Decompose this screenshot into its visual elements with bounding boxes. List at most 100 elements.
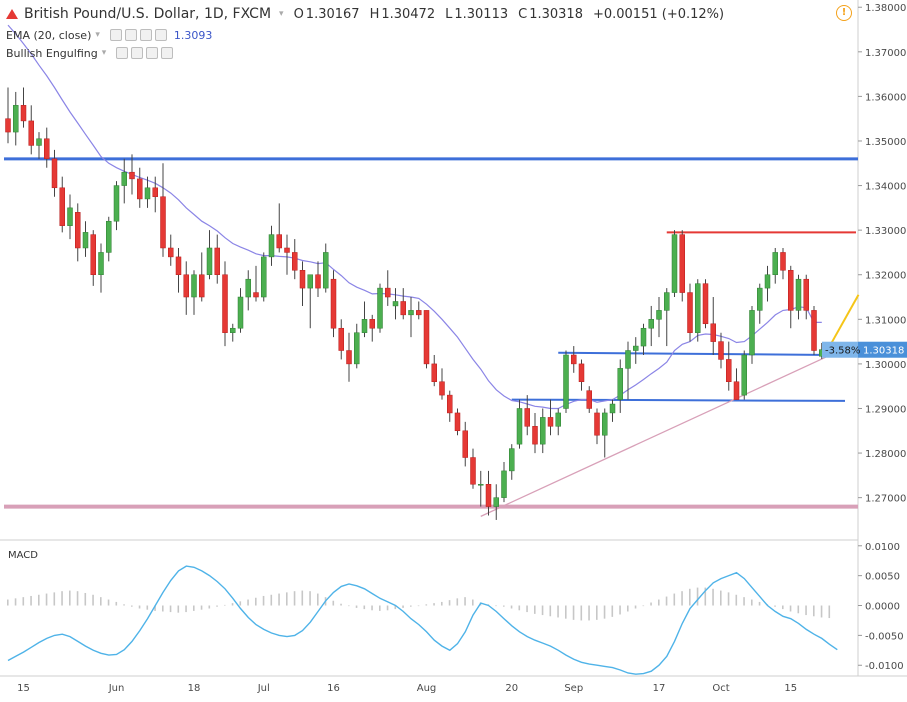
- macd-histogram-bar: [200, 605, 203, 610]
- macd-histogram-bar: [503, 605, 505, 607]
- ema-label[interactable]: EMA (20, close): [6, 28, 92, 42]
- macd-histogram-bar: [456, 598, 459, 606]
- macd-histogram-bar: [138, 605, 141, 609]
- down-arrow-icon: [6, 9, 18, 19]
- candle-down: [346, 350, 352, 365]
- macd-histogram-bar: [270, 594, 273, 606]
- macd-histogram-bar: [45, 593, 48, 606]
- y-tick-label: 1.31000: [865, 315, 906, 326]
- settings-icon[interactable]: [131, 47, 144, 59]
- macd-histogram-bar: [433, 603, 435, 606]
- macd-histogram-bar: [332, 600, 335, 606]
- candle-down: [439, 381, 445, 396]
- macd-histogram-bar: [797, 605, 800, 614]
- candle-down: [447, 394, 453, 414]
- candle-up: [98, 252, 104, 275]
- candle-down: [431, 363, 437, 382]
- warning-icon[interactable]: !: [836, 5, 852, 21]
- macd-histogram-bar: [611, 605, 614, 617]
- macd-histogram-bar: [425, 604, 428, 606]
- legend-ema-row: EMA (20, close) ▾ 1.3093: [6, 26, 212, 44]
- candle-down: [20, 105, 27, 122]
- x-tick-label: 15: [17, 683, 30, 694]
- macd-histogram-bar: [386, 605, 389, 611]
- candle-up: [261, 256, 267, 298]
- macd-histogram-group: [7, 587, 831, 621]
- candle-up: [602, 412, 608, 436]
- y-tick-label: 1.34000: [865, 182, 906, 193]
- macd-histogram-bar: [355, 605, 358, 608]
- candle-up: [361, 319, 368, 333]
- macd-histogram-bar: [38, 594, 40, 606]
- candle-up: [540, 417, 546, 445]
- chevron-down-icon[interactable]: ▾: [279, 9, 284, 19]
- settings-icon[interactable]: [124, 29, 137, 41]
- candle-down: [454, 412, 461, 432]
- macd-histogram-bar: [146, 605, 149, 610]
- candle-down: [137, 178, 143, 200]
- candle-up: [625, 350, 631, 369]
- candle-up: [268, 234, 275, 258]
- chevron-down-icon[interactable]: ▾: [95, 30, 100, 40]
- candle-up: [67, 207, 73, 226]
- macd-histogram-bar: [115, 601, 118, 606]
- candle-down: [75, 212, 81, 249]
- candle-down: [129, 171, 135, 180]
- candle-down: [702, 283, 709, 325]
- y-tick-label: 1.38000: [865, 3, 906, 14]
- candle-down: [788, 270, 794, 311]
- candle-down: [59, 187, 65, 226]
- macd-histogram-bar: [379, 605, 381, 611]
- chevron-down-icon[interactable]: ▾: [101, 48, 107, 58]
- macd-histogram-bar: [162, 605, 164, 612]
- more-icon[interactable]: [161, 47, 174, 59]
- symbol-title[interactable]: British Pound/U.S. Dollar, 1D, FXCM: [24, 6, 272, 22]
- support-line-mid: [558, 351, 834, 356]
- close-icon[interactable]: [146, 47, 159, 59]
- candle-up: [555, 412, 561, 427]
- macd-histogram-bar: [92, 594, 94, 606]
- macd-histogram-bar: [510, 605, 513, 609]
- macd-histogram-bar: [278, 593, 280, 606]
- candle-down: [718, 341, 724, 360]
- macd-histogram-bar: [557, 605, 559, 618]
- candle-up: [354, 332, 360, 365]
- macd-histogram-bar: [61, 591, 63, 606]
- more-icon[interactable]: [154, 29, 167, 41]
- candle-down: [168, 247, 174, 258]
- macd-histogram-bar: [301, 590, 304, 606]
- candle-up: [609, 403, 616, 414]
- support-line-low: [511, 398, 846, 402]
- macd-histogram-bar: [565, 605, 567, 619]
- percent-tag: [822, 341, 858, 358]
- macd-histogram-bar: [464, 597, 466, 606]
- candle-down: [28, 120, 34, 146]
- macd-histogram-bar: [696, 587, 699, 606]
- macd-histogram-bar: [658, 599, 660, 606]
- candle-up: [772, 252, 778, 275]
- macd-histogram-bar: [371, 605, 373, 611]
- macd-histogram-bar: [603, 605, 606, 619]
- candle-down: [462, 430, 468, 458]
- macd-histogram-bar: [712, 588, 714, 606]
- candle-down: [315, 274, 321, 289]
- macd-histogram-bar: [169, 605, 172, 613]
- x-tick-label: 18: [188, 683, 201, 694]
- macd-tick-label: -0.0100: [865, 661, 904, 672]
- close-icon[interactable]: [139, 29, 152, 41]
- y-tick-label: 1.28000: [865, 449, 906, 460]
- macd-histogram-bar: [262, 595, 265, 606]
- x-tick-label: Aug: [417, 683, 437, 694]
- candle-down: [175, 256, 182, 275]
- eye-icon[interactable]: [116, 47, 129, 59]
- pattern-label[interactable]: Bullish Engulfing: [6, 46, 98, 60]
- candle-up: [695, 283, 701, 333]
- ema-value: 1.3093: [173, 28, 213, 42]
- candle-down: [199, 274, 205, 298]
- eye-icon[interactable]: [109, 29, 122, 41]
- macd-histogram-bar: [7, 599, 9, 606]
- macd-histogram-bar: [634, 605, 637, 609]
- candle-down: [369, 319, 375, 329]
